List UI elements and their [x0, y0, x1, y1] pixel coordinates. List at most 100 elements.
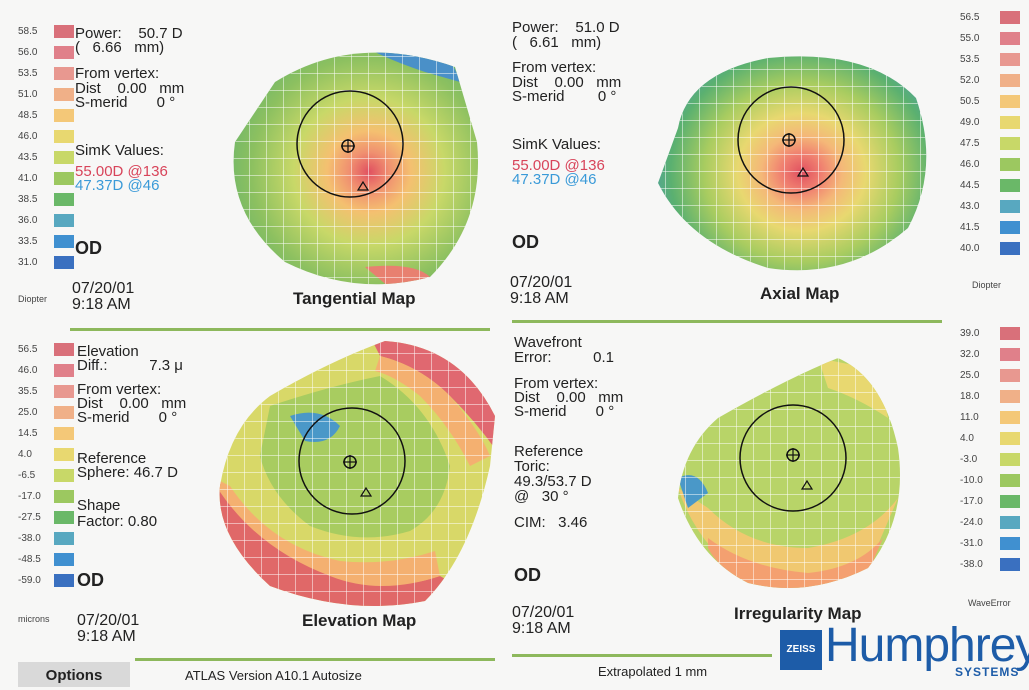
scale-row: 55.0 — [960, 31, 1020, 46]
scale-color-swatch — [1000, 53, 1020, 66]
scale-color-swatch — [54, 448, 74, 461]
scale-value-label: -38.0 — [18, 533, 41, 544]
atlas-version-label: ATLAS Version A10.1 Autosize — [185, 668, 362, 683]
tangential-power-radius: ( 6.66 mm) — [75, 39, 165, 56]
scale-row: 25.0 — [18, 405, 78, 420]
scale-row: -38.0 — [18, 531, 78, 546]
scale-row: 49.0 — [960, 115, 1020, 130]
tangential-map[interactable] — [215, 22, 495, 294]
scale-row: 41.5 — [960, 220, 1020, 235]
scale-row: 58.5 — [18, 24, 78, 39]
scale-color-swatch — [1000, 348, 1020, 361]
scale-color-swatch — [54, 172, 74, 185]
scale-value-label: 56.5 — [18, 344, 38, 355]
humphrey-logo-text: Humphrey — [825, 619, 1029, 672]
scale-row: 14.5 — [18, 426, 78, 441]
options-button[interactable]: Options — [18, 662, 130, 687]
scale-color-swatch — [1000, 200, 1020, 213]
elevation-diff: Diff.: 7.3 μ — [77, 357, 183, 374]
scale-value-label: -38.0 — [960, 559, 983, 570]
scale-value-label: 25.0 — [18, 407, 38, 418]
scale-color-swatch — [54, 469, 74, 482]
scale-row: -24.0 — [960, 515, 1020, 530]
tangential-eye-label: OD — [75, 238, 102, 258]
scale-color-swatch — [1000, 137, 1020, 150]
scale-color-swatch — [54, 88, 74, 101]
scale-value-label: -31.0 — [960, 538, 983, 549]
scale-color-swatch — [54, 490, 74, 503]
elevation-vertex-smerid: S-merid 0 ° — [77, 409, 178, 426]
scale-color-swatch — [1000, 179, 1020, 192]
scale-value-label: -17.0 — [18, 491, 41, 502]
scale-row: 43.0 — [960, 199, 1020, 214]
scale-row: -59.0 — [18, 573, 78, 588]
scale-color-swatch — [1000, 116, 1020, 129]
scale-value-label: 33.5 — [18, 236, 38, 247]
axial-eye-label: OD — [512, 232, 539, 252]
footer-divider-right — [512, 654, 772, 657]
scale-row: 53.5 — [18, 66, 78, 81]
elevation-eye-label: OD — [77, 570, 104, 590]
scale-row: -6.5 — [18, 468, 78, 483]
irregularity-reference-toric: Toric: — [514, 458, 550, 475]
scale-value-label: 36.0 — [18, 215, 38, 226]
scale-row: 56.0 — [18, 45, 78, 60]
tangential-map-title: Tangential Map — [293, 289, 416, 308]
irregularity-vertex-title: From vertex: — [514, 375, 599, 392]
scale-row: 25.0 — [960, 368, 1020, 383]
scale-color-swatch — [54, 214, 74, 227]
scale-value-label: -17.0 — [960, 496, 983, 507]
scale-row: -3.0 — [960, 452, 1020, 467]
irregularity-wavefront-label: Wavefront — [514, 334, 582, 351]
scale-color-swatch — [1000, 537, 1020, 550]
scale-row: 11.0 — [960, 410, 1020, 425]
scale-row: 31.0 — [18, 255, 78, 270]
extrapolated-label: Extrapolated 1 mm — [598, 664, 708, 679]
tangential-time: 9:18 AM — [72, 296, 131, 313]
scale-value-label: 39.0 — [960, 328, 980, 339]
scale-row: 44.5 — [960, 178, 1020, 193]
irregularity-unit-label: WaveError — [968, 598, 1011, 608]
scale-value-label: 31.0 — [18, 257, 38, 268]
scale-color-swatch — [54, 130, 74, 143]
axial-unit-label: Diopter — [972, 280, 1002, 290]
elevation-map[interactable] — [210, 336, 500, 611]
scale-color-swatch — [54, 406, 74, 419]
axial-simk-label: SimK Values: — [512, 136, 601, 153]
scale-row: 35.5 — [18, 384, 78, 399]
scale-value-label: 18.0 — [960, 391, 980, 402]
scale-color-swatch — [1000, 95, 1020, 108]
scale-row: 32.0 — [960, 347, 1020, 362]
scale-color-swatch — [1000, 432, 1020, 445]
scale-row: -48.5 — [18, 552, 78, 567]
scale-row: 51.0 — [18, 87, 78, 102]
scale-color-swatch — [54, 511, 74, 524]
elevation-label: Elevation — [77, 343, 139, 360]
axial-map[interactable] — [648, 18, 938, 284]
scale-color-swatch — [54, 385, 74, 398]
scale-value-label: 47.5 — [960, 138, 980, 149]
elevation-reference-label: Reference — [77, 450, 147, 467]
irregularity-map[interactable] — [668, 358, 918, 594]
scale-value-label: 41.0 — [18, 173, 38, 184]
scale-value-label: 46.0 — [960, 159, 980, 170]
axial-time: 9:18 AM — [510, 290, 569, 307]
scale-color-swatch — [54, 553, 74, 566]
scale-color-swatch — [54, 574, 74, 587]
scale-color-swatch — [54, 364, 74, 377]
scale-row: 36.0 — [18, 213, 78, 228]
elevation-vertex-title: From vertex: — [77, 381, 162, 398]
scale-value-label: -3.0 — [960, 454, 978, 465]
scale-color-swatch — [54, 427, 74, 440]
scale-row: 52.0 — [960, 73, 1020, 88]
scale-row: 46.0 — [960, 157, 1020, 172]
tangential-unit-label: Diopter — [18, 294, 48, 304]
scale-color-swatch — [54, 67, 74, 80]
scale-row: 41.0 — [18, 171, 78, 186]
tangential-simk-flat: 47.37D @46 — [75, 177, 160, 194]
tangential-power: Power: 50.7 D — [75, 25, 183, 42]
scale-row: 18.0 — [960, 389, 1020, 404]
scale-value-label: 32.0 — [960, 349, 980, 360]
scale-value-label: 41.5 — [960, 222, 980, 233]
scale-value-label: 14.5 — [18, 428, 38, 439]
